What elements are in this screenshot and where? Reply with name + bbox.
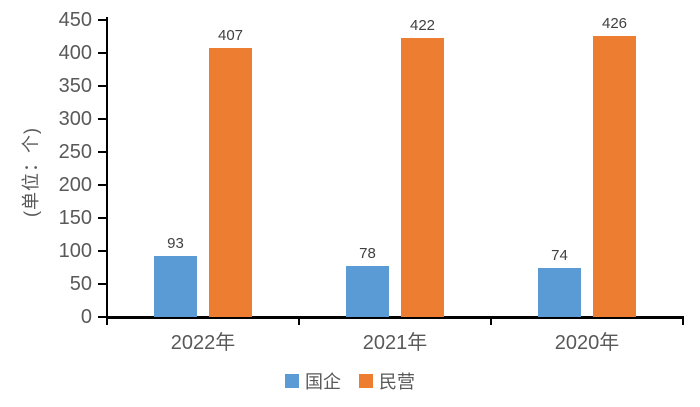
bar-series1-cat0 [209, 48, 252, 317]
x-tick-mark [682, 316, 684, 325]
y-tick-mark [98, 316, 106, 318]
bar-series1-cat2 [593, 35, 636, 317]
bar-series0-cat1 [346, 265, 389, 317]
bar-series0-cat0 [154, 255, 197, 317]
x-tick-mark [298, 316, 300, 325]
bar-value-label: 426 [601, 14, 628, 32]
y-tick-mark [98, 118, 106, 120]
y-tick-label: 450 [58, 9, 92, 31]
legend-label: 国企 [305, 372, 341, 392]
x-category-label: 2021年 [362, 332, 428, 354]
y-tick-label: 250 [58, 141, 92, 163]
legend-item-1: 民营 [359, 368, 415, 394]
bar-value-label: 74 [551, 247, 568, 265]
x-tick-mark [490, 316, 492, 325]
bar-series0-cat2 [538, 268, 581, 317]
y-tick-mark [98, 52, 106, 54]
x-category-label: 2022年 [170, 332, 236, 354]
y-axis-line [106, 17, 108, 318]
legend-swatch [285, 374, 299, 388]
x-category-label: 2020年 [554, 332, 620, 354]
y-tick-label: 100 [58, 240, 92, 262]
y-tick-mark [98, 184, 106, 186]
legend-swatch [359, 374, 373, 388]
y-tick-mark [98, 217, 106, 219]
y-tick-label: 400 [58, 42, 92, 64]
legend-item-0: 国企 [285, 368, 341, 394]
y-tick-label: 350 [58, 75, 92, 97]
bar-series1-cat1 [401, 38, 444, 317]
bar-value-label: 407 [217, 27, 244, 45]
y-tick-mark [98, 19, 106, 21]
y-tick-mark [98, 250, 106, 252]
y-tick-mark [98, 283, 106, 285]
y-tick-label: 0 [80, 306, 92, 328]
legend: 国企 民营 [0, 368, 700, 394]
legend-label: 民营 [379, 372, 415, 392]
y-tick-mark [98, 85, 106, 87]
y-tick-label: 300 [58, 108, 92, 130]
y-tick-label: 200 [58, 174, 92, 196]
bar-value-label: 93 [167, 234, 184, 252]
x-tick-mark [106, 316, 108, 325]
x-axis-line [106, 316, 683, 319]
y-tick-mark [98, 151, 106, 153]
bar-value-label: 78 [359, 244, 376, 262]
bar-value-label: 422 [409, 17, 436, 35]
y-tick-label: 150 [58, 207, 92, 229]
y-tick-label: 50 [69, 273, 92, 295]
